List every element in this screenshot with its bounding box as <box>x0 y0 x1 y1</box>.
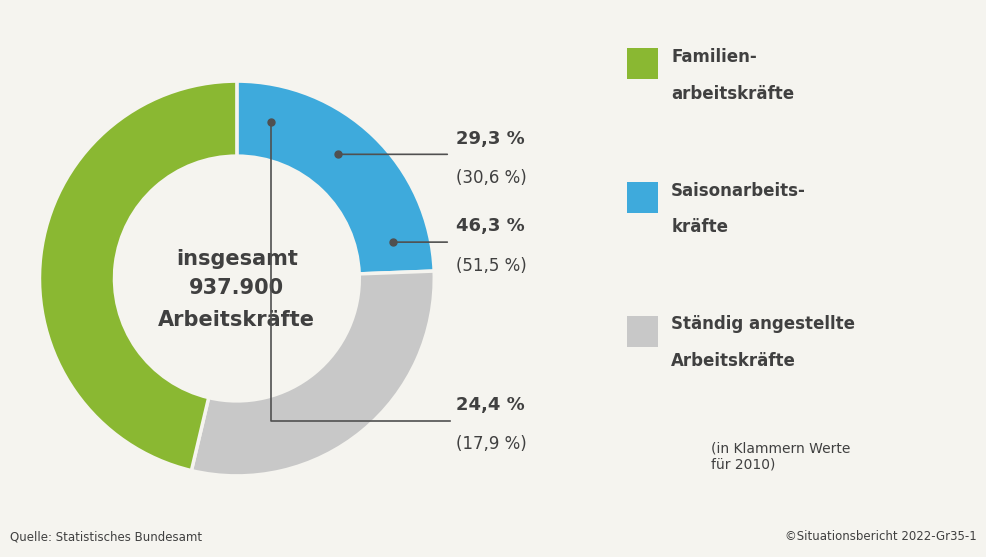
Text: (in Klammern Werte
für 2010): (in Klammern Werte für 2010) <box>710 442 849 472</box>
Text: Quelle: Statistisches Bundesamt: Quelle: Statistisches Bundesamt <box>10 530 202 543</box>
Wedge shape <box>191 271 434 476</box>
Text: kräfte: kräfte <box>670 218 728 236</box>
Text: Ständig angestellte: Ständig angestellte <box>670 315 854 334</box>
Text: Familien-: Familien- <box>670 48 756 66</box>
Text: Arbeitskräfte: Arbeitskräfte <box>670 352 796 370</box>
Text: insgesamt: insgesamt <box>176 249 298 269</box>
Wedge shape <box>237 81 434 274</box>
Text: arbeitskräfte: arbeitskräfte <box>670 85 794 102</box>
Text: 24,4 %: 24,4 % <box>456 396 525 414</box>
Text: 937.900: 937.900 <box>189 278 284 299</box>
Text: (30,6 %): (30,6 %) <box>456 169 527 187</box>
Text: Saisonarbeits-: Saisonarbeits- <box>670 182 806 199</box>
Text: ©Situationsbericht 2022-Gr35-1: ©Situationsbericht 2022-Gr35-1 <box>785 530 976 543</box>
Text: 46,3 %: 46,3 % <box>456 217 525 235</box>
Wedge shape <box>39 81 237 471</box>
Text: Arbeitskräfte: Arbeitskräfte <box>158 310 316 330</box>
Text: (17,9 %): (17,9 %) <box>456 436 527 453</box>
Text: 29,3 %: 29,3 % <box>456 130 525 148</box>
Text: (51,5 %): (51,5 %) <box>456 257 527 275</box>
